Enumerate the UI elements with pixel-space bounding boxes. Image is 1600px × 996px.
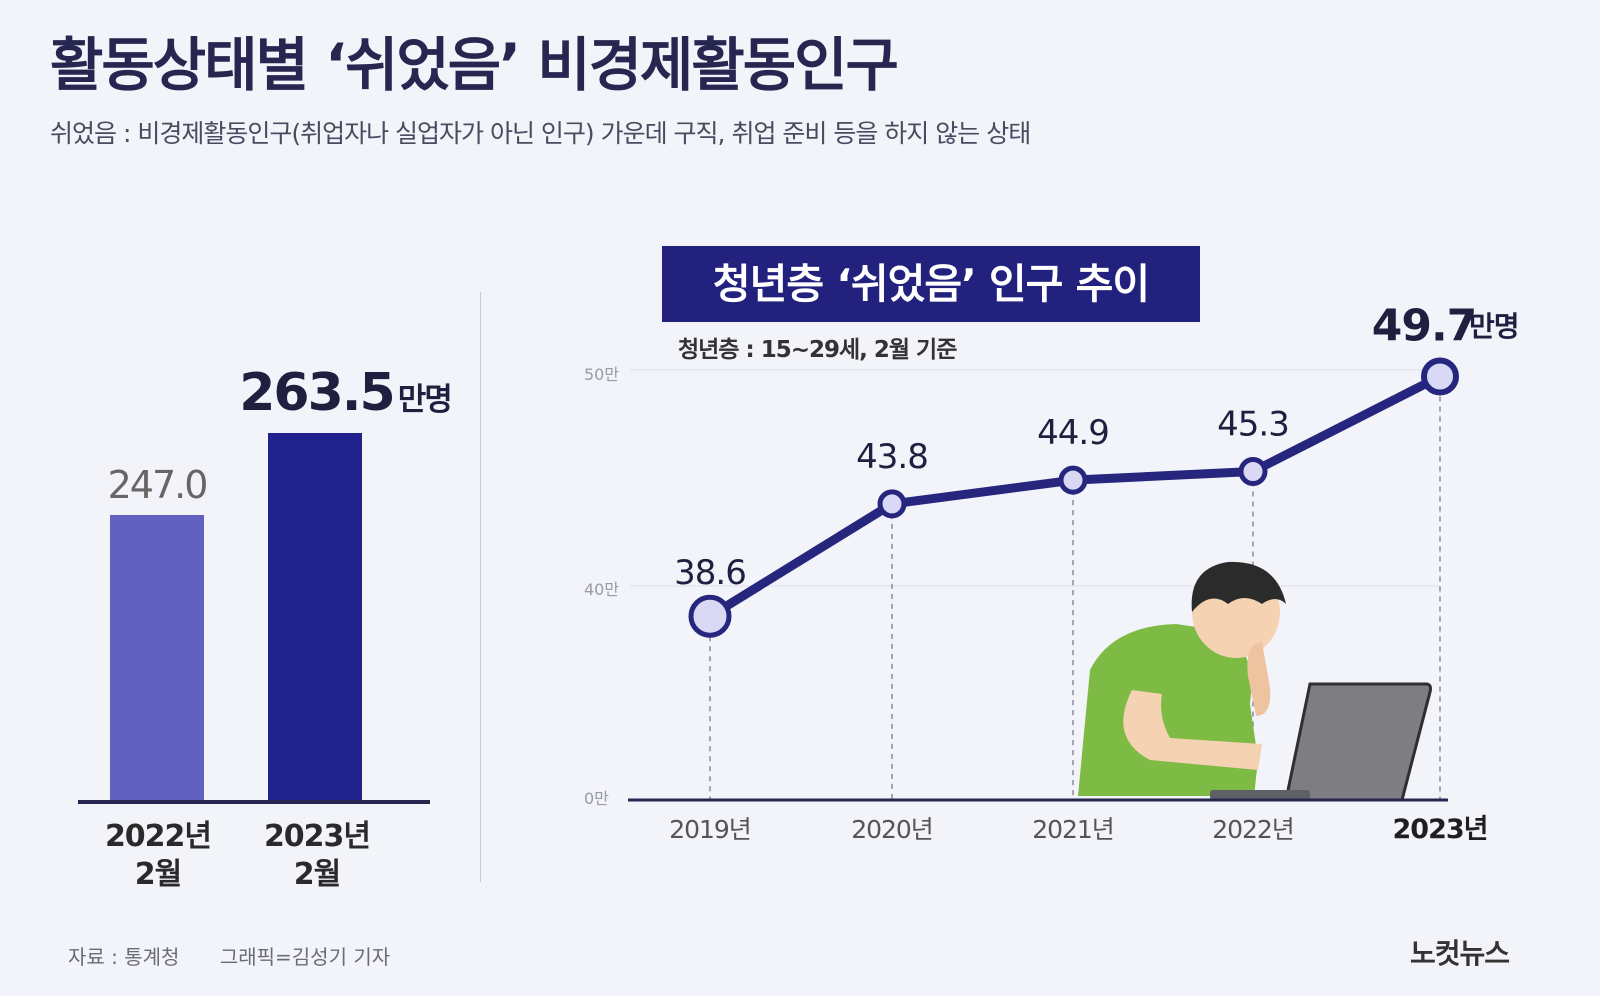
- data-point: [877, 489, 907, 519]
- data-label: 44.9: [1037, 413, 1109, 453]
- x-tick-label: 2023년: [1393, 814, 1488, 845]
- data-point: [688, 594, 732, 638]
- x-axis-labels: 2019년 2020년 2021년 2022년 2023년: [669, 814, 1488, 845]
- bar-2022-feb: [110, 515, 204, 800]
- x-tick-label: 2020년: [851, 815, 933, 844]
- publisher-logo: 노컷뉴스: [1410, 937, 1510, 970]
- data-label: 43.8: [856, 437, 928, 477]
- data-label: 38.6: [674, 553, 746, 593]
- bar-value-2023-number: 263.5: [239, 362, 395, 423]
- line-chart-note: 청년층 : 15~29세, 2월 기준: [678, 337, 957, 363]
- category-label-2022: 2022년 2월: [78, 818, 238, 894]
- data-point: [1421, 357, 1459, 396]
- data-label: 45.3: [1217, 405, 1289, 445]
- person-hair: [1191, 561, 1286, 612]
- data-markers: [688, 357, 1459, 638]
- bar-unit-label: 만명: [397, 381, 453, 418]
- data-point: [1238, 457, 1268, 487]
- graphic-credit: 그래픽=김성기 기자: [219, 945, 391, 969]
- ytick-0: 0만: [584, 789, 609, 808]
- page-title: 활동상태별 ‘쉬었음’ 비경제활동인구: [50, 31, 899, 99]
- line-unit-label: 만명: [1469, 310, 1520, 343]
- x-tick-label: 2022년: [1212, 815, 1294, 844]
- bar-2023-feb: [268, 432, 362, 800]
- footer-credits: 자료 : 통계청 그래픽=김성기 기자: [68, 941, 424, 970]
- category-month-2023: 2월: [293, 857, 341, 892]
- data-label: 49.7: [1372, 300, 1477, 351]
- ytick-40: 40만: [584, 580, 620, 599]
- gridlines: [630, 369, 1440, 587]
- category-year-2022: 2022년: [104, 819, 212, 854]
- person-hand: [1247, 642, 1271, 716]
- ytick-50: 50만: [584, 365, 620, 384]
- person-illustration: [1078, 561, 1432, 802]
- x-tick-label: 2021년: [1032, 815, 1114, 844]
- source-credit: 자료 : 통계청: [68, 945, 180, 969]
- laptop-screen: [1284, 682, 1432, 802]
- laptop-base: [1210, 790, 1310, 800]
- data-labels: 38.6 43.8 44.9 45.3 49.7: [674, 300, 1477, 593]
- chart-divider: [480, 292, 481, 882]
- category-month-2022: 2월: [134, 857, 182, 892]
- category-label-2023: 2023년 2월: [237, 818, 397, 894]
- bar-value-2022: 247.0: [107, 463, 209, 507]
- left-baseline: [78, 800, 430, 804]
- data-point: [1058, 465, 1088, 495]
- person-arm: [1123, 690, 1262, 770]
- page-subtitle: 쉬었음 : 비경제활동인구(취업자나 실업자가 아닌 인구) 가운데 구직, 취…: [50, 119, 1031, 148]
- x-tick-label: 2019년: [669, 815, 751, 844]
- line-chart-title: 청년층 ‘쉬었음’ 인구 추이: [662, 246, 1200, 322]
- bar-value-2023: 263.5 만명: [235, 363, 455, 423]
- category-year-2023: 2023년: [263, 819, 371, 854]
